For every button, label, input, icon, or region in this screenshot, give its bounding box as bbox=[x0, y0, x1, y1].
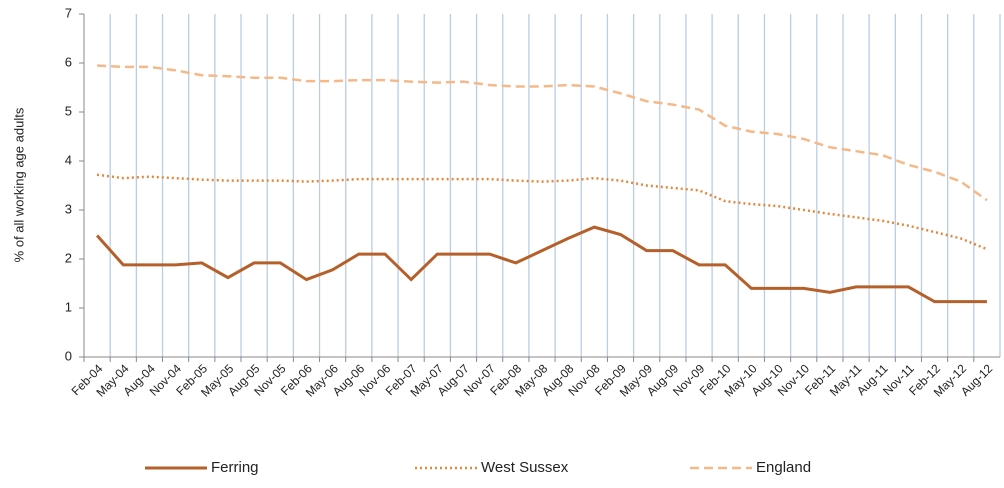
y-axis-label: % of all working age adults bbox=[11, 107, 26, 262]
y-tick-label: 2 bbox=[65, 250, 72, 265]
y-tick-label: 3 bbox=[65, 201, 72, 216]
y-tick-label: 5 bbox=[65, 103, 72, 118]
y-tick-label: 7 bbox=[65, 5, 72, 20]
y-tick-label: 6 bbox=[65, 54, 72, 69]
y-tick-label: 1 bbox=[65, 299, 72, 314]
line-series bbox=[96, 173, 988, 251]
y-tick-label: 4 bbox=[65, 152, 72, 167]
legend-label: England bbox=[756, 459, 811, 476]
line-series bbox=[97, 64, 988, 202]
line-series bbox=[95, 225, 987, 304]
legend-label: West Sussex bbox=[481, 459, 569, 476]
legend-label: Ferring bbox=[211, 459, 259, 476]
y-tick-label: 0 bbox=[65, 348, 72, 363]
